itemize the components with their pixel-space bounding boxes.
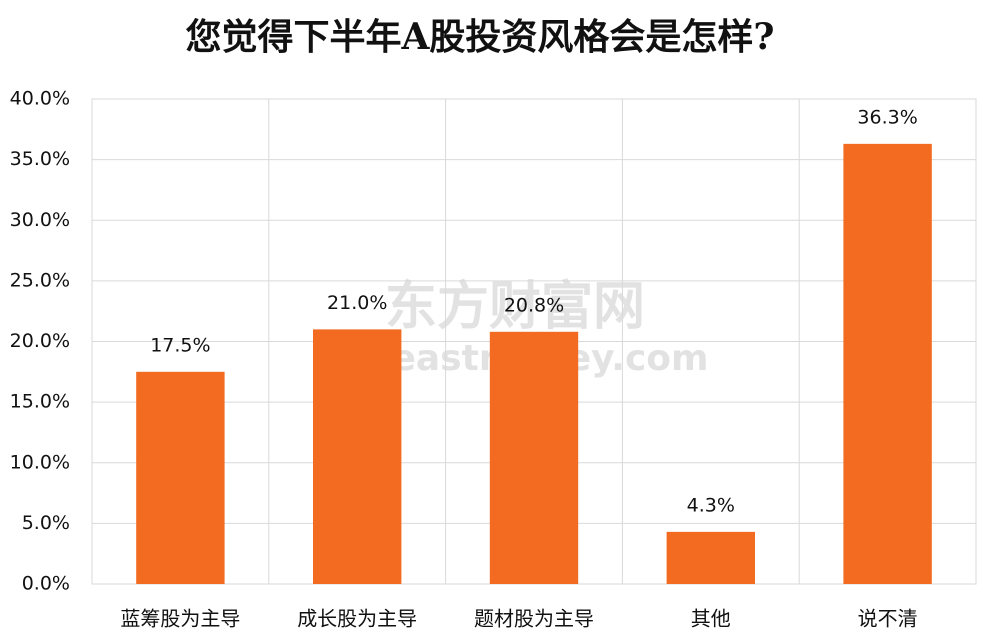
data-label: 36.3% <box>857 106 917 128</box>
y-tick-label: 40.0% <box>10 88 70 110</box>
x-tick-label: 说不清 <box>858 607 918 631</box>
bar <box>313 329 402 584</box>
data-label: 21.0% <box>327 292 387 314</box>
x-tick-label: 其他 <box>691 607 731 631</box>
y-tick-label: 0.0% <box>22 573 70 595</box>
x-tick-label: 蓝筹股为主导 <box>120 607 240 631</box>
data-label: 17.5% <box>150 334 210 356</box>
bar <box>666 531 755 584</box>
data-label: 4.3% <box>687 494 735 516</box>
y-tick-label: 5.0% <box>22 512 70 534</box>
chart-title: 您觉得下半年A股投资风格会是怎样? <box>185 16 774 58</box>
y-tick-label: 25.0% <box>10 269 70 291</box>
y-tick-label: 15.0% <box>10 391 70 413</box>
y-tick-label: 30.0% <box>10 209 70 231</box>
watermark: 东方财富网 <box>385 277 645 337</box>
data-label: 20.8% <box>504 294 564 316</box>
x-tick-label: 题材股为主导 <box>474 607 594 631</box>
bar <box>136 371 225 584</box>
y-tick-label: 10.0% <box>10 451 70 473</box>
y-tick-label: 35.0% <box>10 148 70 170</box>
y-tick-label: 20.0% <box>10 330 70 352</box>
x-tick-label: 成长股为主导 <box>297 607 417 631</box>
bar <box>489 331 579 584</box>
bar <box>843 143 932 585</box>
